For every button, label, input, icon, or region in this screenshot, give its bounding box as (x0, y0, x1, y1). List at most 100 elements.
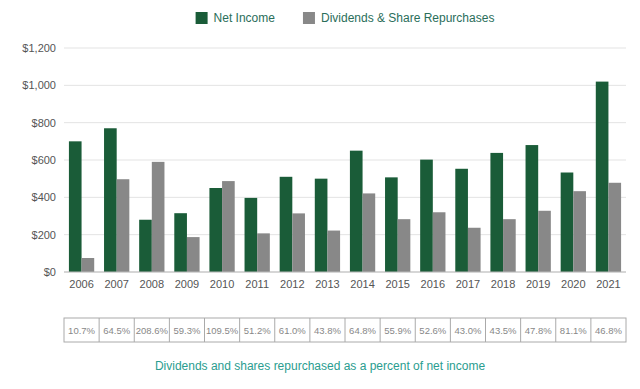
y-tick-label: $0 (44, 266, 56, 278)
bar (385, 177, 398, 272)
table-divider (415, 318, 416, 342)
bar (245, 198, 258, 272)
table-divider (555, 318, 556, 342)
table-cell: 10.7% (68, 325, 95, 336)
y-tick-label: $600 (32, 154, 56, 166)
bar (608, 183, 621, 272)
bar (174, 213, 187, 272)
x-tick-label: 2015 (385, 278, 409, 290)
bar (187, 237, 200, 272)
footer-annotation: Dividends and shares repurchased as a pe… (155, 359, 486, 373)
bar (104, 128, 117, 272)
y-tick-label: $1,000 (22, 79, 56, 91)
x-axis-line (64, 272, 626, 273)
x-tick-label: 2012 (280, 278, 304, 290)
bar (503, 219, 516, 272)
bar (573, 191, 586, 272)
bar (538, 211, 551, 272)
grid-line (64, 197, 626, 198)
x-tick-label: 2006 (69, 278, 93, 290)
grid (64, 48, 626, 272)
x-tick-label: 2010 (210, 278, 234, 290)
x-tick-label: 2007 (104, 278, 128, 290)
legend-label: Net Income (214, 11, 276, 25)
table-divider (204, 318, 205, 342)
table-cell: 61.0% (279, 325, 306, 336)
legend-label: Dividends & Share Repurchases (321, 11, 494, 25)
x-tick-label: 2013 (315, 278, 339, 290)
table-cell: 43.8% (314, 325, 341, 336)
x-tick-label: 2019 (526, 278, 550, 290)
table-divider (345, 318, 346, 342)
table-cell: 51.2% (244, 325, 271, 336)
x-tick-label: 2014 (350, 278, 374, 290)
table-cell: 208.6% (136, 325, 169, 336)
bar (455, 169, 468, 272)
table-divider (134, 318, 135, 342)
legend-swatch (196, 12, 208, 24)
legend-item: Dividends & Share Repurchases (303, 11, 494, 25)
table-border (64, 318, 626, 342)
table-cell: 43.5% (490, 325, 517, 336)
table-divider (274, 318, 275, 342)
table-cell: 59.3% (173, 325, 200, 336)
table-cell: 55.9% (384, 325, 411, 336)
legend-item: Net Income (196, 11, 276, 25)
grid-line (64, 160, 626, 161)
bar (526, 145, 539, 272)
bar (433, 212, 446, 272)
bar (280, 177, 293, 272)
table-divider (520, 318, 521, 342)
legend: Net Income Dividends & Share Repurchases (196, 11, 495, 25)
x-tick-label: 2009 (175, 278, 199, 290)
table-cell: 64.8% (349, 325, 376, 336)
bar (117, 179, 130, 272)
bar (315, 179, 328, 272)
bar (490, 153, 503, 272)
x-tick-label: 2016 (421, 278, 445, 290)
bar (561, 173, 574, 272)
y-tick-label: $400 (32, 191, 56, 203)
x-tick-label: 2020 (561, 278, 585, 290)
x-tick-label: 2017 (456, 278, 480, 290)
bar (468, 228, 481, 272)
table-cell: 109.5% (206, 325, 239, 336)
bar (327, 231, 340, 272)
x-tick-label: 2018 (491, 278, 515, 290)
bar (152, 162, 165, 272)
grid-line (64, 85, 626, 86)
bar (209, 188, 222, 272)
bars (69, 82, 621, 272)
x-tick-label: 2011 (245, 278, 269, 290)
bar (257, 233, 270, 272)
table-divider (239, 318, 240, 342)
table-divider (590, 318, 591, 342)
y-tick-label: $800 (32, 117, 56, 129)
bar (596, 82, 609, 272)
x-tick-label: 2008 (140, 278, 164, 290)
table-divider (309, 318, 310, 342)
table-cell: 64.5% (103, 325, 130, 336)
bar (139, 220, 152, 272)
bar (398, 219, 411, 272)
bar (363, 193, 376, 272)
table-cell: 46.8% (595, 325, 622, 336)
table-divider (380, 318, 381, 342)
bar (82, 258, 95, 272)
y-tick-label: $200 (32, 229, 56, 241)
bar (350, 151, 363, 272)
x-tick-label: 2021 (596, 278, 620, 290)
bar (292, 213, 305, 272)
bar (420, 160, 433, 272)
grid-line (64, 272, 626, 273)
legend-swatch (303, 12, 315, 24)
table-divider (450, 318, 451, 342)
percent-table: 10.7% 64.5% 208.6% 59.3% 109.5% 51.2% 61.0% 43.… (64, 318, 626, 342)
table-divider (485, 318, 486, 342)
grid-line (64, 48, 626, 49)
chart-svg: $0 $200 $400 $600 $800 $1,000 $1,200 2006 2007 20… (0, 0, 640, 389)
bar (222, 181, 235, 272)
chart-container: $0 $200 $400 $600 $800 $1,000 $1,200 2006 2007 20… (0, 0, 640, 389)
y-tick-label: $1,200 (22, 42, 56, 54)
table-cell: 81.1% (560, 325, 587, 336)
